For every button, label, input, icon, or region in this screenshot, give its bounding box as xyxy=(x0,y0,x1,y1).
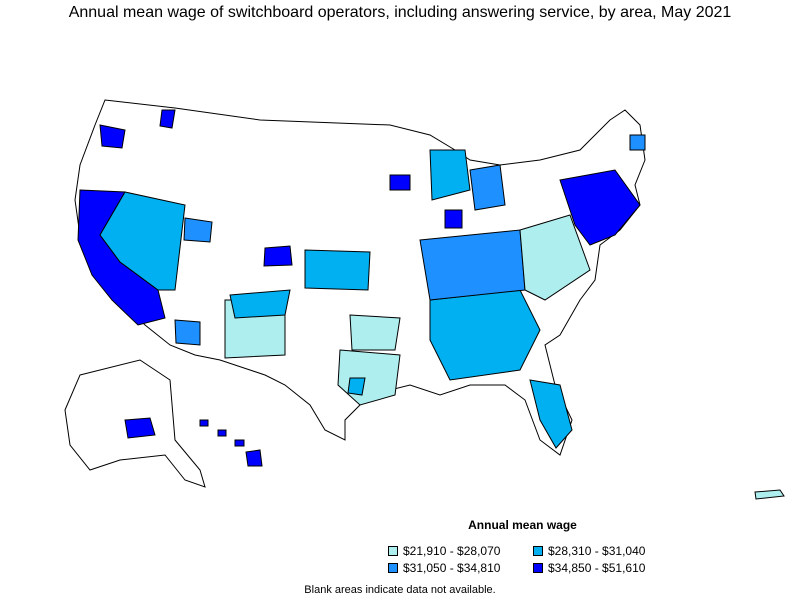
puerto-rico-island xyxy=(754,489,785,500)
region-colorado xyxy=(263,245,293,267)
region-houston xyxy=(347,377,366,396)
map-title: Annual mean wage of switchboard operator… xyxy=(68,4,732,21)
alaska xyxy=(64,359,206,488)
region-minneapolis xyxy=(389,174,411,191)
hawaii-maui xyxy=(234,439,245,447)
legend-title: Annual mean wage xyxy=(468,518,577,532)
hawaii-kauai xyxy=(199,419,209,427)
region-arizona xyxy=(174,319,201,346)
hawaii-island xyxy=(245,449,263,467)
region-idaho xyxy=(159,109,176,129)
legend-item: $21,910 - $28,070 xyxy=(388,544,533,558)
region-midwest xyxy=(419,229,526,301)
contiguous-us xyxy=(74,99,646,456)
region-maine xyxy=(629,134,646,151)
footnote: Blank areas indicate data not available. xyxy=(304,584,496,596)
region-utah xyxy=(183,217,213,243)
region-nm-north xyxy=(229,289,291,319)
legend-label: $31,050 - $34,810 xyxy=(403,561,501,575)
region-nevada xyxy=(99,191,186,291)
legend-item: $31,050 - $34,810 xyxy=(388,561,533,575)
region-alaska-anchorage xyxy=(124,417,156,439)
region-northeast xyxy=(559,169,641,246)
region-chicago xyxy=(444,209,463,229)
legend-item: $28,310 - $31,040 xyxy=(533,544,678,558)
region-appalachia xyxy=(519,214,591,301)
legend: $21,910 - $28,070 $28,310 - $31,040 $31,… xyxy=(388,544,678,575)
legend-swatch xyxy=(388,546,398,556)
region-florida xyxy=(529,379,573,449)
hawaii-oahu xyxy=(217,429,227,437)
legend-label: $34,850 - $51,610 xyxy=(548,561,646,575)
region-nw-washington xyxy=(99,124,126,149)
legend-item: $34,850 - $51,610 xyxy=(533,561,678,575)
region-kansas xyxy=(304,249,371,291)
legend-swatch xyxy=(388,563,398,573)
region-michigan xyxy=(469,164,506,211)
region-oklahoma xyxy=(349,314,401,351)
legend-label: $21,910 - $28,070 xyxy=(403,544,501,558)
puerto-rico xyxy=(754,489,785,500)
legend-swatch xyxy=(533,546,543,556)
legend-label: $28,310 - $31,040 xyxy=(548,544,646,558)
legend-swatch xyxy=(533,563,543,573)
hawaii xyxy=(199,419,263,467)
region-upper-midwest xyxy=(429,149,471,201)
